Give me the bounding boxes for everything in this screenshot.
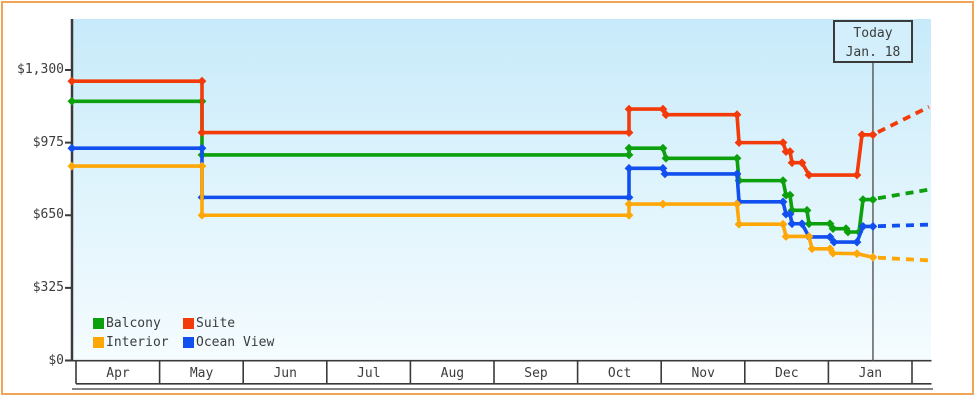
legend-row: Balcony Suite [93,314,274,333]
legend-label: Suite [196,316,236,331]
legend-item-balcony: Balcony [93,316,183,331]
legend-label: Balcony [106,316,161,331]
month-label: Sep [524,366,548,381]
plot-area [73,19,931,359]
ocean-view-swatch-icon [183,337,194,348]
month-label: Oct [607,366,632,381]
legend-item-suite: Suite [183,316,235,331]
legend-label: Ocean View [196,335,275,350]
y-axis-label: $0 [48,352,64,368]
month-label: Dec [775,366,799,381]
month-label: Jul [357,366,381,381]
month-label: Jan [858,366,883,381]
suite-swatch-icon [183,318,194,329]
legend-item-interior: Interior [93,335,183,350]
month-label: Nov [691,366,715,381]
today-box: Today Jan. 18 [833,20,913,63]
y-axis-label: $650 [32,207,64,223]
page-frame [1,1,974,395]
legend-label: Interior [106,335,169,350]
month-label: Jun [273,366,297,381]
month-label: Aug [440,366,465,381]
legend-item-ocean-view: Ocean View [183,335,274,350]
month-label: Apr [106,366,130,381]
y-axis-label: $325 [32,279,64,295]
today-label: Today [853,26,893,41]
y-axis-label: $1,300 [17,62,64,77]
month-label: May [189,366,214,381]
y-axis-label: $975 [32,134,64,150]
balcony-swatch-icon [93,318,104,329]
today-date: Jan. 18 [845,45,901,60]
legend-row: Interior Ocean View [93,333,274,352]
interior-swatch-icon [93,337,104,348]
legend: Balcony Suite Interior Ocean View [93,314,274,352]
